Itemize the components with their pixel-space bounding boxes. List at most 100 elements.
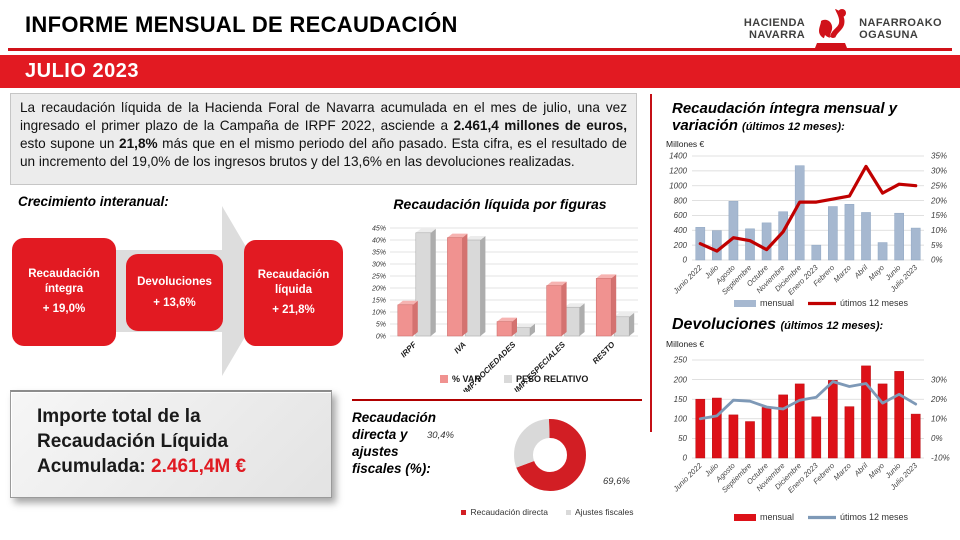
left-axis-label: 50	[678, 434, 687, 443]
bar	[397, 304, 414, 337]
bar	[745, 228, 755, 261]
bar	[745, 421, 755, 459]
bar	[761, 407, 772, 459]
bar-top	[515, 323, 535, 328]
x-category-label: IVA	[452, 340, 468, 356]
figures-bar-chart: 0%5%10%15%20%25%30%35%40%45%IRPF IVAIMP. …	[371, 226, 638, 392]
bar	[778, 394, 788, 459]
plot-area: 0%5%10%15%20%25%30%35%40%45%IRPF IVAIMP. …	[371, 226, 638, 392]
bar	[811, 416, 822, 459]
legend-label-var: % VAR	[452, 374, 481, 384]
bar-top	[397, 300, 418, 305]
bar	[728, 414, 739, 459]
intro-paragraph: La recaudación líquida de la Hacienda Fo…	[10, 93, 637, 185]
bar-side	[561, 281, 567, 336]
navarra-logo: HACIENDA NAVARRA NAFARROAKO OGASUNA	[744, 7, 942, 51]
growth-box-liquida: Recaudación líquida + 21,8%	[244, 240, 343, 346]
bar	[712, 230, 722, 261]
bar	[496, 321, 513, 337]
bar	[728, 201, 739, 261]
integra-units-label: Millones €	[666, 139, 705, 149]
donut-slice-directa	[514, 419, 586, 491]
right-axis-label: 30%	[931, 167, 947, 176]
right-axis-label: 15%	[931, 211, 947, 220]
trend-line	[698, 380, 918, 421]
y-tick-label: 5%	[376, 322, 386, 329]
right-axis-label: 0%	[931, 434, 943, 443]
left-axis-label: 800	[674, 196, 688, 205]
devoluciones-combo-chart: 0 50 100 150 200 250 -10% 0% 10% 20% 30% Junio 2022…	[671, 356, 950, 522]
legend-label-peso: PESO RELATIVO	[516, 374, 588, 384]
right-axis-label: 35%	[931, 152, 947, 161]
donut-label-directa: 69,6%	[603, 476, 630, 487]
legend-label-bars: mensual	[760, 298, 794, 308]
bar-side	[512, 317, 517, 336]
bar	[861, 212, 871, 261]
x-category-label: Marzo	[832, 263, 853, 284]
bar	[712, 397, 722, 459]
bar	[894, 212, 904, 261]
column-divider	[650, 94, 652, 432]
legend-swatch-directa	[461, 510, 467, 515]
left-axis-label: 400	[674, 226, 688, 235]
x-category-label: Junio 2022	[671, 262, 705, 296]
legend-label-line: útimos 12 meses	[840, 298, 909, 308]
donut-legend: Recaudación directa Ajustes fiscales	[440, 507, 655, 517]
bar-top	[546, 281, 567, 286]
x-category-label: IRPF	[399, 339, 419, 359]
left-axis-label: 150	[674, 395, 688, 404]
legend-label-line: útimos 12 meses	[840, 512, 909, 522]
bar-side	[430, 228, 436, 336]
right-axis-label: -10%	[931, 454, 950, 463]
legend-swatch-bars	[734, 514, 756, 521]
bar	[695, 398, 706, 459]
left-axis-label: 250	[673, 356, 688, 365]
left-axis-label: 200	[673, 241, 688, 250]
y-tick-label: 20%	[371, 286, 386, 293]
left-axis-label: 0	[683, 454, 688, 463]
bar-side	[611, 274, 617, 336]
banner-label: JULIO 2023	[25, 60, 139, 82]
figures-chart-title: Recaudación líquida por figuras	[393, 196, 607, 212]
x-category-label: Mayo	[867, 461, 886, 480]
right-axis-label: 0%	[931, 256, 943, 265]
y-tick-label: 10%	[372, 310, 386, 317]
bar	[910, 413, 921, 459]
left-axis-label: 100	[674, 415, 688, 424]
y-tick-label: 40%	[372, 238, 386, 245]
plot-area: 0 50 100 150 200 250 -10% 0% 10% 20% 30% Junio 2022…	[671, 356, 950, 495]
total-amount-value: 2.461,4M €	[151, 456, 247, 478]
right-axis-label: 25%	[930, 181, 947, 190]
legend-swatch-bars	[734, 300, 756, 307]
right-axis-label: 30%	[931, 375, 947, 384]
integra-combo-chart: 0 200 400 600 800 1000 1200 1400 0% 5% 10% 15% 20% 25…	[669, 152, 947, 308]
logo-text-left: HACIENDA NAVARRA	[743, 16, 806, 41]
integra-chart-title: Recaudación íntegra mensual y variación …	[672, 100, 898, 135]
x-category-label: Marzo	[832, 461, 853, 482]
bar	[761, 222, 772, 261]
bar	[894, 371, 904, 459]
bar	[514, 327, 531, 337]
bar	[910, 227, 921, 261]
bar	[861, 365, 871, 459]
donut-label-ajustes: 30,4%	[427, 430, 454, 441]
right-axis-label: 5%	[931, 241, 943, 250]
left-axis-label: 0	[683, 256, 688, 265]
bar	[844, 204, 855, 261]
bar	[794, 165, 805, 261]
middle-section-rule	[352, 399, 642, 401]
bar-side	[579, 303, 585, 336]
bar	[447, 237, 463, 337]
y-tick-label: 15%	[372, 298, 386, 305]
x-category-label: Junio 2022	[671, 460, 705, 494]
bar	[811, 244, 822, 261]
bar	[465, 239, 481, 337]
plot-area: 0 200 400 600 800 1000 1200 1400 0% 5% 10% 15% 20% 25…	[669, 152, 947, 297]
title-underline	[8, 48, 952, 51]
bar	[828, 380, 838, 459]
left-axis-label: 600	[674, 211, 688, 220]
left-axis-label: 1400	[669, 152, 687, 161]
donut-chart: 30,4% 69,6%	[427, 419, 630, 491]
bar	[877, 242, 888, 261]
